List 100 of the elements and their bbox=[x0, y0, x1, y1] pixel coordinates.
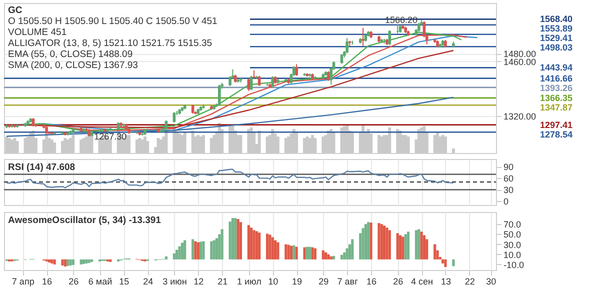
x-tick-label: 7 апр bbox=[12, 276, 34, 286]
bar bbox=[364, 224, 367, 260]
candlestick bbox=[346, 38, 348, 54]
bar bbox=[418, 229, 420, 260]
bar bbox=[50, 259, 54, 264]
y-tick-label: 50.0 bbox=[504, 230, 522, 240]
bar bbox=[178, 246, 181, 260]
candlestick bbox=[247, 78, 250, 92]
x-tick-label: 19 bbox=[292, 276, 302, 286]
bar bbox=[303, 247, 306, 260]
bar bbox=[386, 228, 388, 260]
bar bbox=[274, 240, 277, 260]
bar bbox=[250, 228, 253, 260]
candlestick bbox=[388, 30, 392, 46]
bar bbox=[308, 246, 312, 260]
bar bbox=[90, 259, 94, 262]
bar bbox=[268, 234, 272, 260]
bar bbox=[66, 259, 70, 266]
candlestick bbox=[340, 54, 344, 64]
ref-line-label: 1416.66 bbox=[540, 73, 573, 84]
bar bbox=[258, 232, 261, 260]
y-tick-label: -10.0 bbox=[504, 260, 524, 270]
bar bbox=[404, 234, 407, 260]
bar bbox=[271, 237, 274, 260]
y-tick-label: 70.0 bbox=[504, 220, 522, 230]
bar bbox=[442, 259, 444, 264]
bar bbox=[414, 230, 418, 260]
bar bbox=[196, 242, 200, 260]
bar bbox=[192, 239, 194, 260]
y-tick-label: 60 bbox=[504, 174, 514, 184]
bar bbox=[426, 239, 428, 260]
bar bbox=[64, 259, 66, 266]
y-tick-label: 90 bbox=[504, 162, 514, 172]
annotation: ALLIGATOR (13, 8, 5) 1521.10 1521.75 1515.35 bbox=[8, 38, 212, 49]
bar bbox=[322, 250, 324, 260]
bar bbox=[343, 252, 346, 260]
x-tick-label: 22 bbox=[464, 276, 475, 286]
bar bbox=[176, 250, 178, 260]
bar bbox=[396, 233, 399, 260]
bar bbox=[61, 259, 64, 266]
candlestick bbox=[327, 70, 330, 82]
line-series bbox=[6, 50, 454, 128]
candlestick bbox=[362, 27, 364, 46]
candlestick bbox=[271, 76, 274, 88]
candlestick bbox=[258, 75, 261, 86]
x-tick-label: 29 bbox=[318, 276, 329, 286]
x-tick-label: 4 сен bbox=[411, 276, 434, 286]
annotation: O 1505.50 H 1505.90 L 1505.40 C 1505.50 V 451 bbox=[8, 16, 218, 27]
ref-line-label: 1443.94 bbox=[540, 62, 573, 73]
bar bbox=[292, 245, 296, 260]
bar bbox=[398, 235, 402, 260]
bar bbox=[109, 259, 112, 262]
ref-line-label: 1347.87 bbox=[540, 102, 573, 112]
y-tick-label: 30.0 bbox=[504, 240, 522, 250]
x-tick-label: 6 май bbox=[88, 276, 112, 286]
bar bbox=[276, 242, 280, 260]
bar bbox=[266, 234, 269, 260]
bar bbox=[164, 256, 168, 260]
bar bbox=[452, 259, 455, 266]
bar bbox=[53, 259, 56, 264]
chart-title: VOLUME 451 bbox=[8, 27, 67, 38]
ref-line-label: 1553.89 bbox=[540, 24, 573, 34]
y-tick-label: 10.0 bbox=[504, 250, 522, 260]
ref-line-label: 1393.26 bbox=[540, 82, 573, 93]
bar bbox=[402, 236, 404, 260]
x-tick-label: 26 bbox=[68, 276, 79, 286]
bar bbox=[252, 230, 256, 260]
bar bbox=[324, 252, 328, 260]
y-tick-label: 1460.00 bbox=[504, 56, 536, 67]
bar bbox=[383, 226, 386, 260]
annotation: EMA (55, 0, CLOSE) 1488.09 bbox=[8, 49, 133, 60]
bar bbox=[82, 259, 86, 264]
x-tick-label: 1 июл bbox=[237, 276, 262, 286]
ref-line-label: 1366.35 bbox=[540, 92, 573, 103]
bar bbox=[236, 219, 240, 260]
bar bbox=[311, 247, 314, 260]
bar bbox=[72, 259, 74, 265]
bar bbox=[370, 222, 372, 260]
x-tick-label: 16 bbox=[42, 276, 52, 286]
bar bbox=[422, 235, 426, 260]
bar bbox=[80, 259, 82, 264]
chart-title: AwesomeOscillator (5, 34) -13.391 bbox=[8, 215, 162, 226]
bar bbox=[247, 225, 250, 260]
bar bbox=[290, 246, 293, 260]
bar bbox=[378, 223, 380, 260]
chart-title: RSI (14) 47.608 bbox=[8, 162, 76, 173]
y-tick-label: 30 bbox=[504, 185, 514, 196]
x-tick-label: 21 bbox=[218, 276, 228, 286]
x-tick-label: 24 bbox=[143, 276, 154, 286]
ref-line-label: 1568.40 bbox=[540, 14, 573, 24]
candlestick bbox=[218, 84, 221, 106]
bar bbox=[314, 248, 316, 260]
bar bbox=[340, 254, 344, 260]
bar bbox=[234, 218, 237, 260]
candlestick bbox=[295, 64, 298, 76]
annotation: 1267.30 bbox=[94, 132, 127, 142]
x-tick-label: 3 июн bbox=[162, 276, 187, 286]
ref-line-label: 1297.41 bbox=[540, 120, 573, 130]
annotation: SMA (200, 0, CLOSE) 1367.93 bbox=[8, 60, 138, 71]
bar bbox=[194, 241, 197, 260]
